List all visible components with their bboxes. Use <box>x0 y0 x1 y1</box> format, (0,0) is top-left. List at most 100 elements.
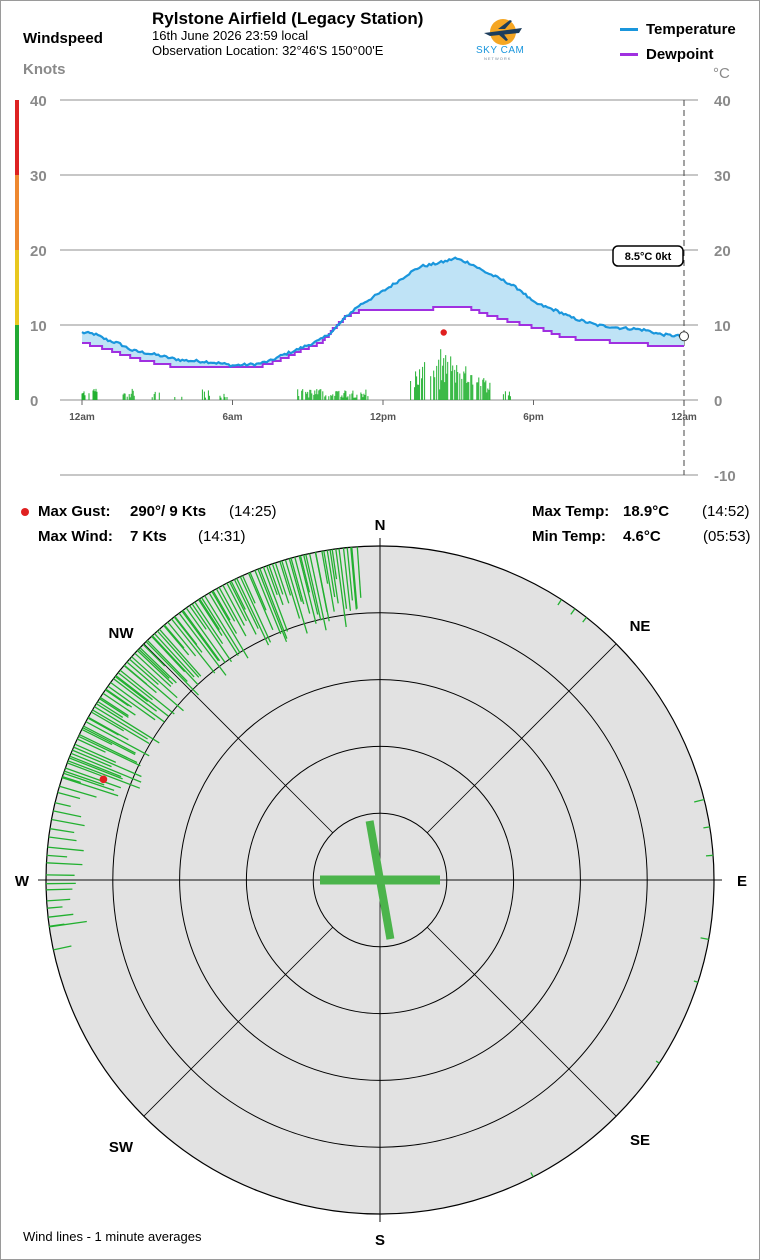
wind-direction-line <box>281 560 301 619</box>
wind-direction-line <box>570 608 576 615</box>
wind-direction-line <box>139 647 177 684</box>
rose-spoke <box>426 643 617 834</box>
wind-direction-line <box>338 548 348 609</box>
wind-direction-line <box>266 565 278 596</box>
wind-direction-line <box>655 1060 660 1064</box>
min-temp-time: (05:53) <box>703 528 751 545</box>
wind-direction-line <box>97 700 124 718</box>
wind-direction-line <box>226 582 247 622</box>
wind-direction-line <box>146 639 188 682</box>
wind-direction-line <box>331 549 338 580</box>
wind-direction-line <box>129 658 159 685</box>
wind-direction-line <box>211 591 238 634</box>
wind-direction-line <box>582 616 587 623</box>
wind-direction-line <box>242 575 256 604</box>
wind-direction-line <box>47 906 63 909</box>
wind-direction-line <box>138 648 170 679</box>
wind-direction-lines <box>45 546 714 1178</box>
wind-direction-line <box>64 770 105 786</box>
compass-label-w: W <box>15 873 30 890</box>
wind-direction-line <box>74 743 117 763</box>
wind-direction-line <box>95 703 160 744</box>
rose-spoke <box>143 643 334 834</box>
wind-direction-line <box>294 556 311 614</box>
wind-direction-line <box>46 888 73 891</box>
wind-direction-line <box>323 550 335 612</box>
max-temp-label: Max Temp: <box>532 503 610 520</box>
wind-direction-line <box>61 776 119 797</box>
windspeed-label: Windspeed <box>23 30 103 47</box>
station-title: Rylstone Airfield (Legacy Station) <box>152 9 424 28</box>
max-gust-value: 290°/ 9 Kts <box>130 503 207 520</box>
readout-box <box>612 245 684 267</box>
wind-direction-line <box>49 828 75 834</box>
wind-direction-line <box>268 564 284 606</box>
wind-direction-line <box>46 854 68 858</box>
temp-tick-label: 10 <box>714 318 731 335</box>
wind-direction-line <box>142 644 166 667</box>
logo-text: SKY CAM <box>476 45 525 56</box>
compass-label-n: N <box>375 517 386 534</box>
wind-direction-line <box>87 717 119 736</box>
wind-direction-line <box>181 610 220 662</box>
x-tick-label: 6pm <box>523 412 544 423</box>
wind-direction-line <box>119 669 175 715</box>
wind-direction-line <box>62 775 81 784</box>
wind-direction-line <box>335 548 347 628</box>
wind-direction-line <box>230 580 246 610</box>
wind-direction-line <box>198 599 223 636</box>
rose-gust-point <box>99 775 108 784</box>
wind-direction-line <box>194 601 224 645</box>
sky-cam-logo <box>470 12 536 64</box>
date-time: 16th June 2026 23:59 local <box>152 28 309 43</box>
min-temp-value: 4.6°C <box>623 528 661 545</box>
wind-direction-line <box>48 913 74 918</box>
footer-note: Wind lines - 1 minute averages <box>23 1229 202 1244</box>
wind-direction-line <box>158 628 202 677</box>
wind-direction-line <box>346 547 354 601</box>
wind-direction-line <box>53 945 72 951</box>
wind-bars <box>81 349 511 400</box>
x-tick-label: 12am <box>69 412 95 423</box>
wind-direction-line <box>290 557 305 605</box>
speed-band <box>15 100 19 175</box>
wind-direction-line <box>102 692 136 716</box>
wind-direction-line <box>63 772 115 792</box>
rose-spoke <box>143 926 334 1117</box>
wind-direction-line <box>321 550 329 584</box>
wind-direction-line <box>351 547 358 609</box>
x-tick-label: 12pm <box>370 412 396 423</box>
wind-direction-line <box>54 802 71 808</box>
wind-direction-line <box>92 709 150 744</box>
wind-direction-line <box>215 588 236 622</box>
wind-direction-line <box>105 688 133 708</box>
readout-text: 8.5°C 0kt <box>625 251 672 263</box>
max-temp-time: (14:52) <box>702 503 750 520</box>
wind-direction-line <box>705 854 714 857</box>
x-tick-label: 12am <box>671 412 697 423</box>
wind-direction-line <box>299 555 311 593</box>
wind-direction-line <box>57 791 81 800</box>
wind-direction-line <box>107 685 156 721</box>
wind-direction-line <box>185 607 226 663</box>
wind-direction-line <box>83 725 136 754</box>
wind-direction-line <box>288 558 303 602</box>
knots-tick-label: 10 <box>30 318 47 335</box>
wind-direction-line <box>94 706 148 740</box>
wind-direction-line <box>115 675 169 717</box>
wind-direction-line <box>151 635 199 686</box>
current-point <box>679 331 689 342</box>
wind-direction-line <box>85 721 150 757</box>
compass-label-nw: NW <box>109 625 135 642</box>
observation-location: Observation Location: 32°46'S 150°00'E <box>152 43 384 58</box>
wind-direction-line <box>174 616 198 646</box>
wind-direction-line <box>257 568 288 643</box>
wind-direction-line <box>53 810 82 818</box>
wind-direction-line <box>73 746 142 778</box>
wind-direction-line <box>191 603 233 663</box>
wind-direction-line <box>694 798 705 803</box>
wind-direction-line <box>69 755 122 778</box>
speed-band <box>15 250 19 325</box>
wind-direction-line <box>350 547 357 610</box>
wind-direction-line <box>298 555 317 624</box>
